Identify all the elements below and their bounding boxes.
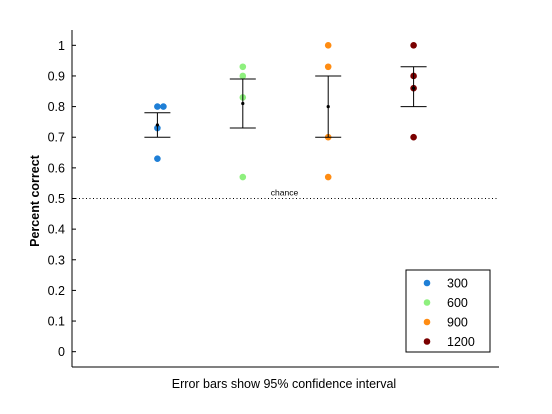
mean-marker [155,123,159,127]
y-tick-label: 1 [58,39,65,53]
data-point [154,155,161,162]
data-point [324,173,332,181]
legend: 300 600 900 1200 [405,269,491,353]
y-tick-label: 0.6 [48,161,65,175]
chance-label: chance [271,188,299,198]
y-tick-label: 0.9 [48,69,65,83]
legend-label: 1200 [447,335,475,349]
y-tick-label: 0 [58,345,65,359]
data-marks [144,42,427,181]
legend-marker [423,279,431,287]
data-point [410,133,417,141]
data-point [410,42,417,49]
y-tick-label: 0.1 [48,315,65,329]
y-tick-label: 0.5 [48,192,65,206]
legend-marker [423,318,431,326]
data-point [154,103,161,110]
legend-marker [423,299,431,306]
y-tick-label: 0.2 [48,284,65,298]
y-tick-label: 0.3 [48,253,65,267]
mean-marker [412,86,416,90]
data-point [160,103,167,110]
y-tick-label: 0.8 [48,100,65,114]
legend-label: 300 [447,277,468,291]
legend-label: 600 [447,296,468,310]
legend-label: 900 [447,316,468,330]
series-900 [315,42,342,181]
y-tick-label: 0.7 [48,131,65,145]
data-point [324,42,332,49]
series-600 [229,63,256,181]
data-point [239,173,247,181]
y-tick-label: 0.4 [48,223,65,237]
data-point [239,72,247,80]
chance-reference: chance [72,188,499,199]
series-300 [144,103,171,162]
x-axis-label: Error bars show 95% confidence interval [172,377,396,391]
y-axis-label: Percent correct [28,154,42,247]
data-point [324,63,332,71]
legend-marker [423,338,431,345]
mean-marker [326,104,330,109]
legend-box [405,269,491,353]
mean-marker [241,101,245,106]
series-1200 [400,42,427,141]
y-ticks: 0 0.1 0.2 0.3 0.4 0.5 0.6 0.7 0.8 0.9 1 [48,39,76,359]
data-point [239,63,247,71]
